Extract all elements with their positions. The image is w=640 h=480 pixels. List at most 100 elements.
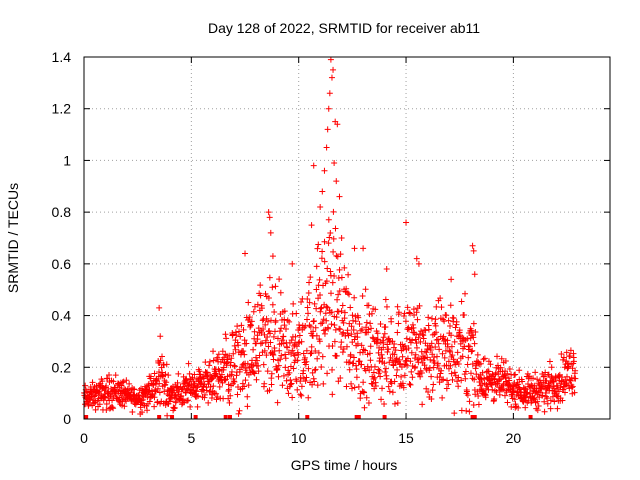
data-point	[269, 284, 276, 291]
data-point	[305, 394, 312, 401]
data-point	[472, 362, 479, 369]
data-point	[567, 352, 574, 359]
data-point	[409, 337, 416, 344]
data-point	[405, 326, 412, 333]
data-point	[194, 403, 201, 410]
data-point	[410, 324, 417, 331]
data-point	[351, 294, 358, 301]
data-point	[555, 388, 562, 395]
data-point	[300, 367, 307, 374]
data-point	[174, 383, 181, 390]
data-point	[471, 340, 478, 347]
data-point	[251, 370, 258, 377]
data-point	[385, 346, 392, 353]
data-point	[459, 353, 466, 360]
data-point	[485, 358, 492, 365]
data-point	[381, 401, 388, 408]
data-point	[336, 325, 343, 332]
data-point	[314, 355, 321, 362]
data-point	[224, 356, 231, 363]
data-point	[327, 290, 334, 297]
data-point	[363, 394, 370, 401]
data-point	[569, 365, 576, 372]
data-point	[451, 410, 458, 417]
data-point	[250, 308, 257, 315]
y-tick-label: 0.2	[52, 359, 72, 375]
data-point	[451, 369, 458, 376]
data-point	[151, 370, 158, 377]
data-point	[290, 300, 297, 307]
data-point	[415, 359, 422, 366]
data-point	[425, 389, 432, 396]
data-point	[167, 395, 174, 402]
data-point	[435, 336, 442, 343]
data-point	[358, 342, 365, 349]
data-point	[171, 389, 178, 396]
data-point	[324, 265, 331, 272]
data-point	[245, 299, 252, 306]
data-point	[279, 337, 286, 344]
data-point	[389, 389, 396, 396]
data-point	[374, 336, 381, 343]
data-point	[540, 373, 547, 380]
data-point	[315, 241, 322, 248]
data-point	[317, 305, 324, 312]
data-point	[318, 255, 325, 262]
data-point	[343, 343, 350, 350]
data-point	[450, 356, 457, 363]
data-point	[341, 264, 348, 271]
data-point	[367, 357, 374, 364]
data-point	[231, 362, 238, 369]
data-point	[335, 378, 342, 385]
data-point	[378, 351, 385, 358]
data-point	[261, 347, 268, 354]
data-point	[433, 353, 440, 360]
data-point	[284, 317, 291, 324]
data-point	[491, 396, 498, 403]
data-point	[250, 346, 257, 353]
data-point	[264, 318, 271, 325]
data-point	[214, 354, 221, 361]
data-point	[157, 333, 164, 340]
data-point	[185, 360, 192, 367]
data-point	[272, 283, 279, 290]
data-point	[298, 299, 305, 306]
data-point	[487, 361, 494, 368]
data-point	[528, 382, 535, 389]
data-point	[418, 356, 425, 363]
data-point	[461, 343, 468, 350]
data-point	[450, 315, 457, 322]
data-point	[350, 354, 357, 361]
data-point	[447, 302, 454, 309]
data-point	[380, 339, 387, 346]
data-point	[290, 365, 297, 372]
data-point	[530, 375, 537, 382]
data-point	[340, 345, 347, 352]
data-point	[379, 385, 386, 392]
data-point	[250, 369, 257, 376]
data-point	[410, 306, 417, 313]
data-point	[362, 286, 369, 293]
data-point	[325, 325, 332, 332]
data-point	[350, 326, 357, 333]
data-point	[338, 274, 345, 281]
data-point	[464, 335, 471, 342]
y-tick-label: 1	[63, 152, 71, 168]
data-point	[271, 308, 278, 315]
data-point	[183, 377, 190, 384]
data-point	[240, 348, 247, 355]
data-point	[87, 396, 94, 403]
data-point	[186, 370, 193, 377]
data-point	[120, 378, 127, 385]
data-point	[317, 203, 324, 210]
data-point	[391, 378, 398, 385]
data-point	[329, 279, 336, 286]
data-point	[304, 316, 311, 323]
baseline-marker	[223, 415, 228, 419]
data-point	[164, 412, 171, 419]
data-point	[255, 368, 262, 375]
data-point	[175, 370, 182, 377]
data-point	[379, 355, 386, 362]
data-point	[462, 368, 469, 375]
data-point	[195, 393, 202, 400]
